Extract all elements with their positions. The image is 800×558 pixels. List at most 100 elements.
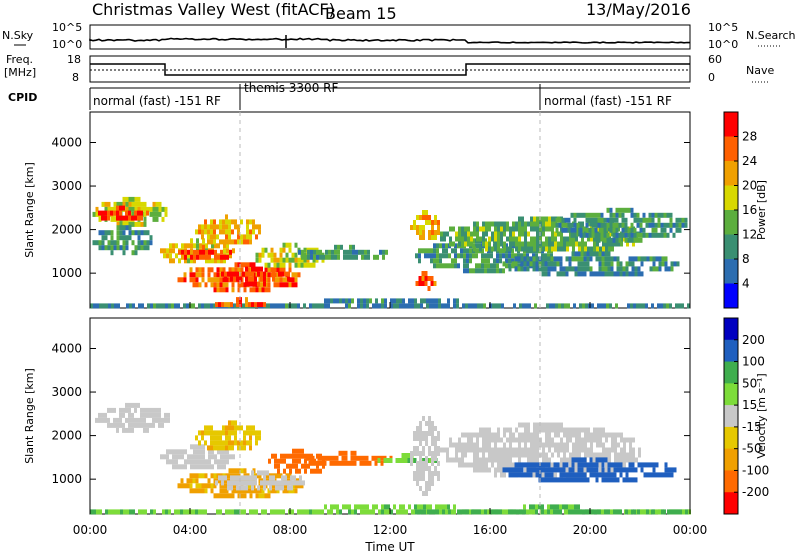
power-cell [600,212,604,218]
power-cell [651,303,654,309]
vel-cell [172,454,175,460]
power-cell [99,303,102,309]
power-cell [491,231,494,237]
power-cell [476,221,479,227]
power-cell [321,303,324,309]
vel-cell [231,468,235,474]
power-cell [248,271,251,277]
power-cell [261,252,265,258]
power-cell [515,246,518,252]
power-cell [645,232,649,238]
vel-cell [277,458,280,464]
vel-cell [544,467,548,473]
vel-cell [324,504,327,510]
power-cell [577,271,581,277]
vel-cell [610,462,614,468]
vel-cell [317,460,321,466]
vel-cell [640,462,644,468]
power-cell [583,256,587,262]
vel-cell [444,504,447,510]
power-cell [199,243,202,249]
vel-cell [536,457,539,463]
vel-cell [266,470,269,476]
power-cell [603,237,607,243]
power-cell [610,271,614,277]
power-cell [322,254,325,260]
power-cell [527,241,530,247]
vel-cell [476,457,479,463]
vel-cell [458,457,461,463]
vel-cell [420,504,423,510]
power-cell [458,236,461,242]
power-cell [481,248,484,254]
vel-cell [225,488,229,494]
power-cell [488,246,491,252]
power-cell [612,217,616,223]
power-cell [131,215,134,221]
power-cell [164,206,168,212]
power-cell [178,258,181,264]
vel-cell [635,457,638,463]
power-cell [564,222,568,228]
vel-cell [547,462,551,468]
power-cell [631,266,635,272]
power-cell [583,251,587,257]
vel-cell [512,432,515,438]
vel-cell [586,467,590,473]
power-cell [237,262,241,268]
power-cell [676,261,680,267]
power-cell [524,231,527,237]
vel-cell [207,483,211,489]
vel-cell [631,509,634,515]
vel-cell [254,475,257,481]
vel-cell [575,447,578,453]
vel-cell [629,437,632,443]
vel-cell [425,441,428,446]
vel-cell [439,509,442,515]
power-cell [107,201,111,207]
vel-cell [524,432,527,438]
vel-cell [220,464,223,470]
vel-cell [530,447,533,453]
vel-cell [428,466,431,471]
vel-cell [210,488,214,494]
vel-cell [143,422,146,428]
power-cell [536,241,539,247]
power-cell [458,241,461,247]
colorbar-swatch [724,361,738,384]
power-cell [487,258,490,264]
power-cell [471,303,474,309]
vel-cell [544,472,548,478]
power-cell [240,234,243,240]
vel-cell [536,432,539,438]
power-cell [416,225,419,230]
vel-cell [577,509,580,515]
vel-cell [551,452,554,458]
vel-cell [562,477,566,483]
power-cell [413,220,416,225]
power-cell [125,215,128,221]
vel-cell [557,432,560,438]
vel-cell [560,447,563,453]
vel-cell [152,422,155,428]
vel-cell [568,477,572,483]
power-cell [324,303,327,309]
power-cell [141,303,144,309]
vel-cell [517,462,521,468]
vel-cell [628,509,631,515]
power-cell [427,248,430,254]
power-cell [195,267,199,273]
power-cell [587,246,590,252]
vel-cell [280,458,283,464]
vel-cell [128,412,131,418]
power-cell [111,303,114,309]
vel-cell [374,455,378,461]
colorbar-swatch [724,383,738,406]
vel-cell [599,442,602,448]
power-cell [637,271,641,277]
vel-cell [550,472,554,478]
power-cell [193,254,196,260]
power-cell [554,241,557,247]
power-cell [633,217,637,223]
power-cell [581,236,584,242]
